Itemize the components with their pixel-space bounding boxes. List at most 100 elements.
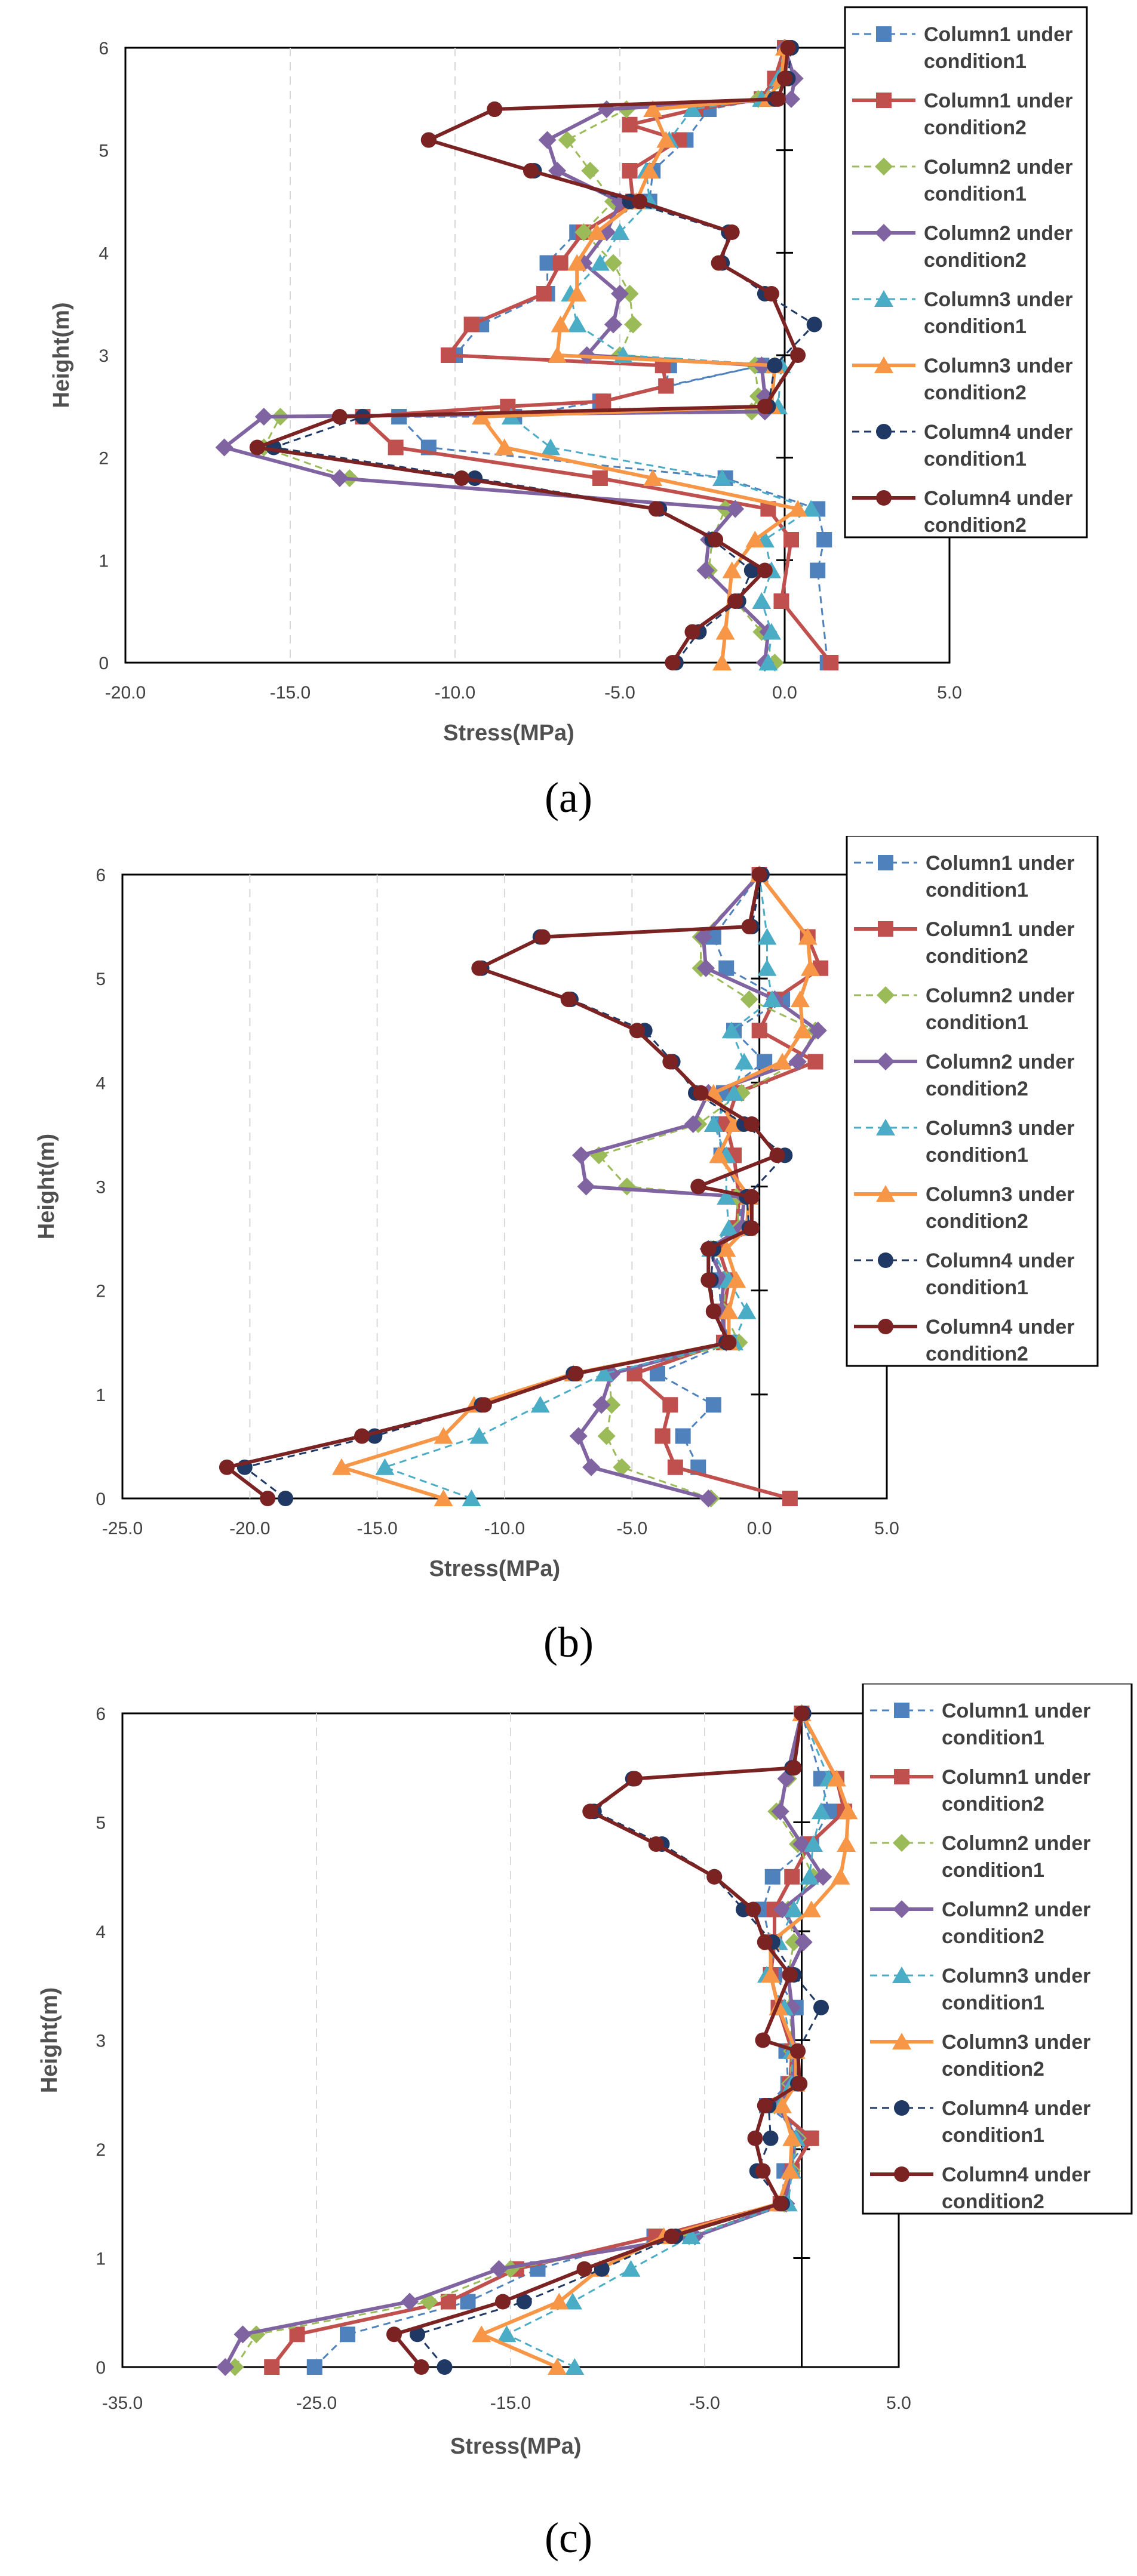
legend-label: Column1 under [924,90,1073,112]
data-point [757,928,777,945]
data-point [289,2326,305,2343]
data-point [804,1835,823,1852]
data-point [717,1187,736,1205]
series-6 [472,39,808,670]
x-tick-label: -15.0 [357,1519,397,1538]
data-point [548,346,567,363]
data-point [490,2260,508,2278]
data-point [582,1803,598,1820]
data-point [662,1397,678,1413]
data-point [717,1240,736,1257]
y-tick-label: 5 [96,970,106,989]
data-point [708,532,724,547]
series-8 [386,1706,810,2375]
x-axis-label: Stress(MPa) [443,721,574,746]
data-point [786,1760,802,1776]
legend-box [844,6,1088,538]
x-tick-label: -10.0 [435,683,475,703]
x-tick-label: 0.0 [747,1519,772,1538]
data-point [523,163,539,178]
data-point [724,224,740,240]
data-point [809,1021,827,1040]
data-point [219,1459,235,1475]
data-point [541,438,561,456]
data-point [790,990,810,1007]
data-point [827,1769,846,1787]
data-point [590,254,610,271]
data-point [726,500,745,518]
data-point [751,867,767,882]
data-point [743,1116,760,1132]
data-point [693,1085,709,1101]
data-point [709,1146,729,1164]
data-point [792,2076,808,2092]
data-point [712,654,732,670]
data-point [567,254,587,271]
data-point [745,531,765,547]
legend-label: condition1 [926,1011,1028,1034]
data-point [665,655,681,670]
legend-label: condition2 [924,116,1027,139]
data-point [737,1302,757,1319]
data-point [715,623,735,640]
y-tick-label: 3 [96,2032,106,2051]
data-point [767,358,783,374]
data-point [764,1869,780,1885]
data-point [563,2292,582,2310]
data-point [233,2325,252,2344]
legend-label: Column2 under [926,1051,1074,1073]
data-point [763,2130,779,2146]
data-point [495,2294,511,2310]
legend-label: Column4 under [924,421,1073,444]
series-8 [249,40,806,670]
data-point [494,438,514,456]
legend-marker [877,1052,895,1070]
data-point [643,469,663,486]
data-point [814,1867,832,1886]
data-point [654,1428,671,1444]
x-tick-label: -20.0 [105,683,146,703]
data-point [582,1458,601,1476]
data-point [831,1867,850,1885]
data-point [751,1023,767,1039]
legend-label: Column2 under [942,1832,1090,1855]
data-point [576,2261,592,2277]
legend-label: condition2 [942,1793,1044,1815]
legend-label: Column4 under [924,487,1073,510]
data-point [648,501,664,517]
legend-label: condition2 [926,1078,1028,1100]
legend-marker [878,921,893,937]
data-point [604,315,622,334]
data-point [611,285,629,303]
legend-label: condition2 [926,1343,1028,1365]
legend-label: condition2 [924,249,1027,272]
data-point [706,1869,723,1885]
data-point [592,470,608,486]
data-point [681,2227,701,2244]
data-point [643,100,663,117]
x-tick-label: -25.0 [102,1519,143,1538]
legend-label: condition2 [942,1925,1044,1948]
legend-label: Column1 under [924,23,1073,46]
legend-label: Column2 under [924,222,1073,245]
series-line [314,1713,830,2368]
data-point [801,1900,821,1918]
legend-label: condition2 [942,2190,1044,2213]
data-point [604,254,622,272]
data-point [727,1271,746,1288]
y-tick-label: 0 [99,654,109,673]
data-point [721,1021,741,1039]
data-point [810,562,826,578]
legend-marker [876,424,892,439]
data-point [535,929,551,945]
y-tick-label: 0 [96,1489,106,1509]
data-point [502,2260,520,2278]
data-point [783,532,800,547]
y-tick-label: 5 [99,141,109,161]
data-point [763,990,782,1007]
data-point [595,393,611,410]
data-point [549,2292,569,2310]
data-point [757,2098,773,2113]
data-point [697,959,715,977]
x-tick-label: -35.0 [102,2393,143,2413]
